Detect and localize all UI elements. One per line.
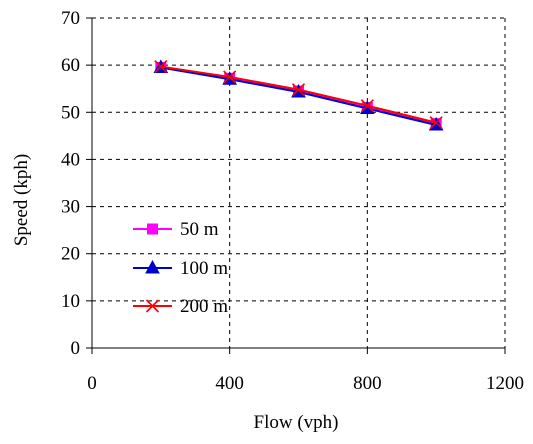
- y-tick-label: 40: [61, 149, 80, 170]
- data-point-200m: [291, 83, 306, 97]
- series-100m: [153, 59, 444, 131]
- data-point-200m-stroke-b: [154, 59, 168, 74]
- data-point-200m-stroke-b: [429, 116, 443, 130]
- legend-item-200m: 200 m: [133, 296, 228, 317]
- data-point-200m-stroke-b: [291, 83, 306, 97]
- legend-label-200m: 200 m: [180, 296, 228, 317]
- legend-marker-200m-stroke-b: [145, 299, 160, 313]
- legend-item-50m: 50 m: [133, 219, 219, 240]
- y-tick-label: 10: [61, 291, 80, 312]
- data-point-200m: [429, 116, 443, 130]
- data-point-200m: [223, 70, 237, 84]
- axis-ticks: 0 10 20 30 40 50 60 70 0 400 800 1200: [61, 8, 524, 394]
- axes: [91, 18, 505, 349]
- legend: 50 m 100 m 200 m: [133, 219, 228, 317]
- y-tick-label: 60: [61, 55, 80, 76]
- y-tick-label: 0: [71, 338, 81, 359]
- legend-marker-100m: [145, 259, 160, 274]
- data-point-200m-stroke-b: [223, 70, 237, 84]
- x-tick-label: 800: [353, 373, 382, 394]
- y-tick-label: 50: [61, 102, 80, 123]
- y-tick-label: 20: [61, 244, 80, 265]
- data-point-200m: [154, 59, 168, 74]
- y-tick-label: 70: [61, 8, 80, 29]
- legend-label-100m: 100 m: [180, 258, 228, 279]
- legend-marker-200m: [145, 299, 160, 313]
- series-200m: [154, 59, 443, 130]
- data-point-200m-stroke-b: [360, 99, 374, 113]
- series-lines: [153, 59, 444, 131]
- y-tick-label: 30: [61, 197, 80, 218]
- x-tick-label: 0: [87, 373, 97, 394]
- grid: [92, 17, 506, 348]
- legend-item-100m: 100 m: [133, 258, 228, 279]
- legend-label-50m: 50 m: [180, 219, 219, 240]
- x-axis-title: Flow (vph): [254, 412, 339, 433]
- x-tick-label: 400: [215, 373, 244, 394]
- y-axis-title: Speed (kph): [11, 154, 32, 246]
- x-tick-label: 1200: [486, 373, 524, 394]
- legend-marker-50m: [147, 223, 158, 235]
- data-point-200m: [360, 99, 374, 113]
